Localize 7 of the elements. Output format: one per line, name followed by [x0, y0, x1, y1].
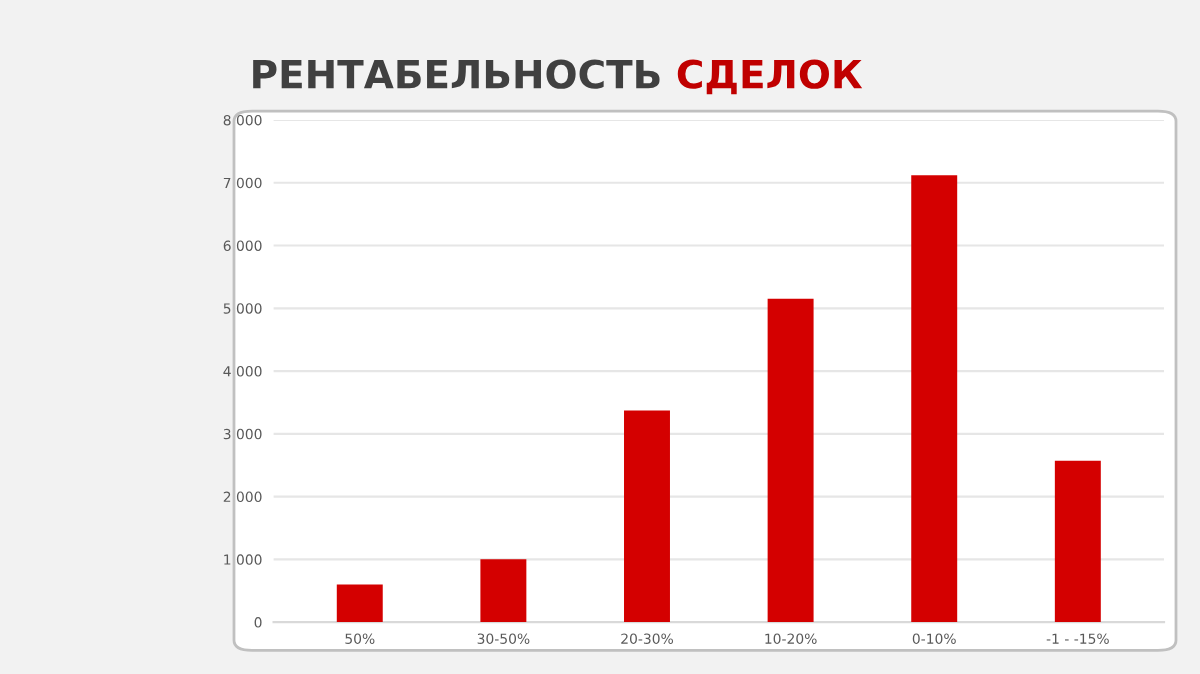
bar [1054, 460, 1101, 623]
bar [480, 559, 527, 623]
chart-title: РЕНТАБЕЛЬНОСТЬ СДЕЛОК [253, 59, 863, 95]
bar [624, 410, 670, 623]
bar [767, 298, 814, 623]
bar [911, 175, 958, 623]
bar [336, 584, 383, 623]
